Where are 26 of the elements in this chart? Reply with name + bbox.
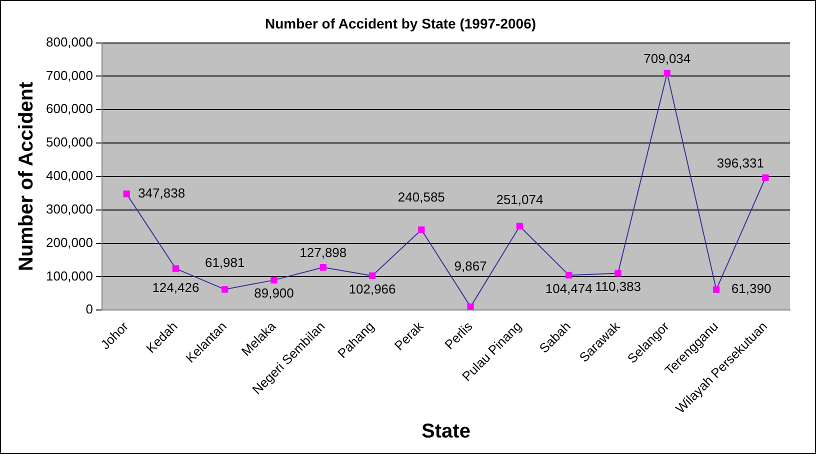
y-tick-label: 500,000 xyxy=(46,134,93,150)
data-label: 127,898 xyxy=(300,244,347,260)
data-label: 251,074 xyxy=(496,192,544,207)
data-label: 9,867 xyxy=(454,258,487,274)
y-tick-label: 800,000 xyxy=(46,34,93,50)
y-axis-title: Number of Accident xyxy=(16,81,38,272)
data-label: 61,981 xyxy=(204,254,245,270)
y-tick-label: 100,000 xyxy=(46,268,93,284)
y-tick-label: 600,000 xyxy=(46,101,93,116)
y-tick-label: 200,000 xyxy=(46,234,93,250)
data-label: 396,331 xyxy=(716,155,764,170)
data-label: 347,838 xyxy=(138,185,186,200)
y-tick-label: 300,000 xyxy=(46,201,93,216)
data-label: 124,426 xyxy=(152,280,200,296)
y-tick-label: 700,000 xyxy=(46,68,93,83)
data-label: 102,966 xyxy=(348,281,396,296)
data-label: 61,390 xyxy=(731,281,772,296)
data-label: 104,474 xyxy=(545,280,592,296)
data-label: 110,383 xyxy=(594,278,642,294)
y-tick-label: 0 xyxy=(86,302,93,317)
data-label: 240,585 xyxy=(398,189,445,204)
data-label: 89,900 xyxy=(254,286,294,301)
data-label: 709,034 xyxy=(644,50,691,66)
y-tick-label: 400,000 xyxy=(46,168,93,184)
chart-title: Number of Accident by State (1997-2006) xyxy=(264,15,536,32)
x-axis-title: State xyxy=(422,420,470,443)
